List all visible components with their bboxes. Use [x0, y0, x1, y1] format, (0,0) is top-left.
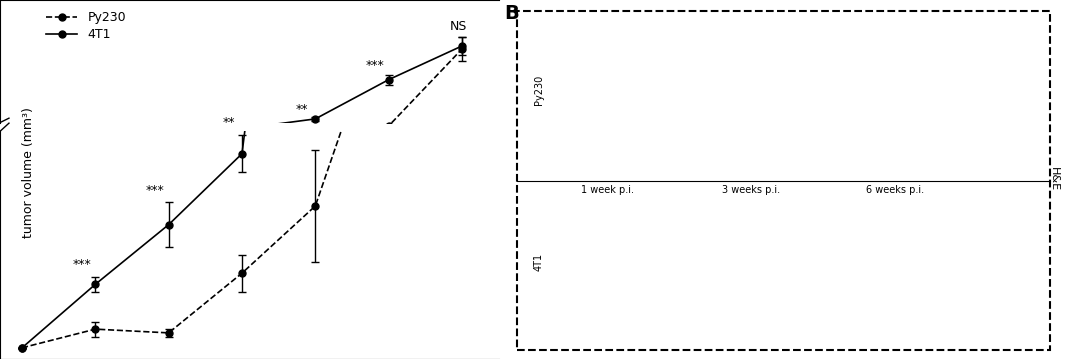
Text: 4T1: 4T1 [533, 253, 544, 271]
Text: B: B [504, 4, 519, 23]
Text: 1 week p.i.: 1 week p.i. [581, 185, 633, 195]
Text: NS: NS [450, 20, 467, 33]
Text: tumor volume (mm³): tumor volume (mm³) [22, 107, 35, 238]
Text: H&E: H&E [1048, 167, 1059, 192]
Text: 3 weeks p.i.: 3 weeks p.i. [722, 185, 780, 195]
Text: **: ** [222, 116, 235, 130]
Text: **: ** [296, 103, 308, 116]
Legend: Py230, 4T1: Py230, 4T1 [41, 6, 131, 46]
Text: ***: *** [73, 258, 91, 271]
Text: Py230: Py230 [533, 75, 544, 105]
Text: ***: *** [366, 59, 385, 72]
Text: 6 weeks p.i.: 6 weeks p.i. [866, 185, 925, 195]
Text: ***: *** [146, 184, 165, 197]
